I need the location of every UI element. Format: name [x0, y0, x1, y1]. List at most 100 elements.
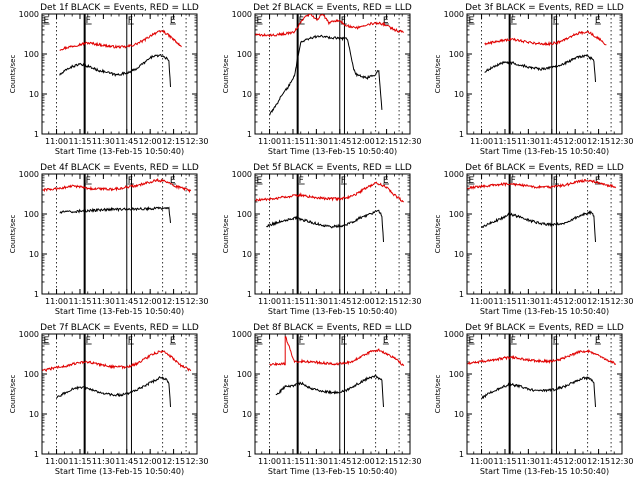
mode-marker-label: E: [469, 336, 475, 346]
x-tick-label: 11:45: [540, 297, 563, 306]
series-events-line: [275, 374, 384, 408]
mode-marker-label: F: [553, 336, 558, 346]
mode-marker-label: E: [595, 336, 601, 346]
y-tick-label: 100: [24, 210, 39, 219]
y-tick-label: 1: [459, 290, 464, 299]
x-tick-label: 11:45: [540, 137, 563, 146]
panel-det-7: Det 7f BLACK = Events, RED = LLD 1 10 100 10…: [9, 323, 209, 476]
series-events-line: [269, 34, 383, 116]
plot-frame: [254, 173, 411, 295]
x-axis-label: Start Time (13-Feb-15 10:50:40): [55, 467, 184, 476]
x-tick-label: 11:15: [493, 297, 516, 306]
x-tick-label: 12:30: [610, 297, 633, 306]
y-tick-label: 10: [454, 410, 464, 419]
x-tick-label: 11:00: [470, 137, 493, 146]
series-events-line: [481, 376, 596, 408]
plot-frame: [41, 13, 198, 135]
x-tick-label: 12:30: [398, 297, 421, 306]
chart-title: Det 5f BLACK = Events, RED = LLD: [253, 163, 412, 173]
y-tick-label: 1: [247, 290, 252, 299]
series-events-line: [56, 376, 171, 408]
x-tick-label: 11:45: [540, 457, 563, 466]
plot-frame: [466, 333, 623, 455]
x-tick-label: 12:00: [139, 137, 162, 146]
mode-marker-label: E: [257, 176, 263, 186]
x-tick-label: 11:00: [258, 457, 281, 466]
series-lld-line: [467, 178, 617, 190]
mode-marker-label: E: [595, 16, 601, 26]
x-tick-label: 11:00: [258, 137, 281, 146]
y-tick-label: 1: [459, 450, 464, 459]
panel-det-8: Det 8f BLACK = Events, RED = LLD 1 10 100 10…: [222, 323, 422, 476]
plot-frame: [466, 13, 623, 135]
y-tick-label: 1000: [232, 10, 252, 19]
series-lld-line: [42, 177, 192, 194]
y-tick-label: 1: [247, 130, 252, 139]
y-tick-label: 1000: [444, 10, 464, 19]
panel-det-6: Det 6f BLACK = Events, RED = LLD 1 10 100 10…: [434, 163, 634, 316]
series-lld-line: [255, 181, 405, 203]
y-tick-label: 1000: [19, 170, 39, 179]
mode-marker-label: F: [341, 336, 346, 346]
chart-title: Det 6f BLACK = Events, RED = LLD: [465, 163, 624, 173]
mode-marker-label: F: [511, 336, 516, 346]
y-axis-label: Counts/sec: [222, 215, 230, 254]
mode-marker-label: E: [170, 176, 176, 186]
y-tick-label: 100: [24, 370, 39, 379]
x-tick-label: 11:00: [258, 297, 281, 306]
x-tick-label: 12:15: [162, 137, 185, 146]
series-events-line: [59, 206, 171, 223]
y-axis-label: Counts/sec: [9, 55, 17, 94]
mode-marker-label: E: [383, 336, 389, 346]
series-events-line: [59, 54, 171, 88]
series-lld-line: [59, 29, 182, 51]
series-lld-line: [269, 336, 405, 367]
y-tick-label: 1000: [444, 330, 464, 339]
x-tick-label: 11:15: [281, 457, 304, 466]
x-tick-label: 12:00: [352, 297, 375, 306]
x-tick-label: 11:30: [305, 297, 328, 306]
x-tick-label: 12:00: [564, 137, 587, 146]
mode-marker-label: F: [86, 16, 91, 26]
mode-marker-label: E: [44, 16, 50, 26]
x-tick-label: 11:30: [305, 457, 328, 466]
y-axis-label: Counts/sec: [222, 375, 230, 414]
x-tick-label: 11:45: [115, 137, 138, 146]
mode-marker-label: E: [383, 16, 389, 26]
x-tick-label: 11:00: [45, 297, 68, 306]
x-axis-label: Start Time (13-Feb-15 10:50:40): [268, 467, 397, 476]
x-tick-label: 12:30: [398, 457, 421, 466]
x-tick-label: 11:00: [45, 457, 68, 466]
x-tick-label: 11:15: [493, 137, 516, 146]
x-tick-label: 11:00: [470, 297, 493, 306]
y-tick-label: 10: [242, 90, 252, 99]
panel-det-4: Det 4f BLACK = Events, RED = LLD 1 10 100 10…: [9, 163, 209, 316]
x-axis-label: Start Time (13-Feb-15 10:50:40): [55, 147, 184, 156]
x-tick-label: 11:45: [328, 457, 351, 466]
x-tick-label: 12:00: [139, 457, 162, 466]
panel-det-1: Det 1f BLACK = Events, RED = LLD 1 10 100 10…: [9, 3, 209, 156]
mode-marker-label: E: [170, 336, 176, 346]
y-tick-label: 100: [237, 210, 252, 219]
y-tick-label: 10: [242, 250, 252, 259]
mode-marker-label: F: [299, 336, 304, 346]
y-tick-label: 10: [454, 90, 464, 99]
mode-marker-label: E: [469, 176, 475, 186]
y-tick-label: 1000: [19, 10, 39, 19]
mode-marker-label: F: [341, 176, 346, 186]
plot-frame: [41, 173, 198, 295]
mode-marker-label: E: [257, 336, 263, 346]
x-tick-label: 12:30: [398, 137, 421, 146]
x-tick-label: 11:15: [68, 137, 91, 146]
x-tick-label: 11:30: [517, 457, 540, 466]
x-tick-label: 12:15: [375, 457, 398, 466]
x-tick-label: 12:15: [375, 297, 398, 306]
series-events-line: [481, 210, 596, 243]
y-tick-label: 10: [454, 250, 464, 259]
x-tick-label: 11:15: [493, 457, 516, 466]
y-tick-label: 1: [34, 130, 39, 139]
chart-title: Det 9f BLACK = Events, RED = LLD: [465, 323, 624, 333]
y-tick-label: 1: [459, 130, 464, 139]
x-tick-label: 11:15: [281, 297, 304, 306]
